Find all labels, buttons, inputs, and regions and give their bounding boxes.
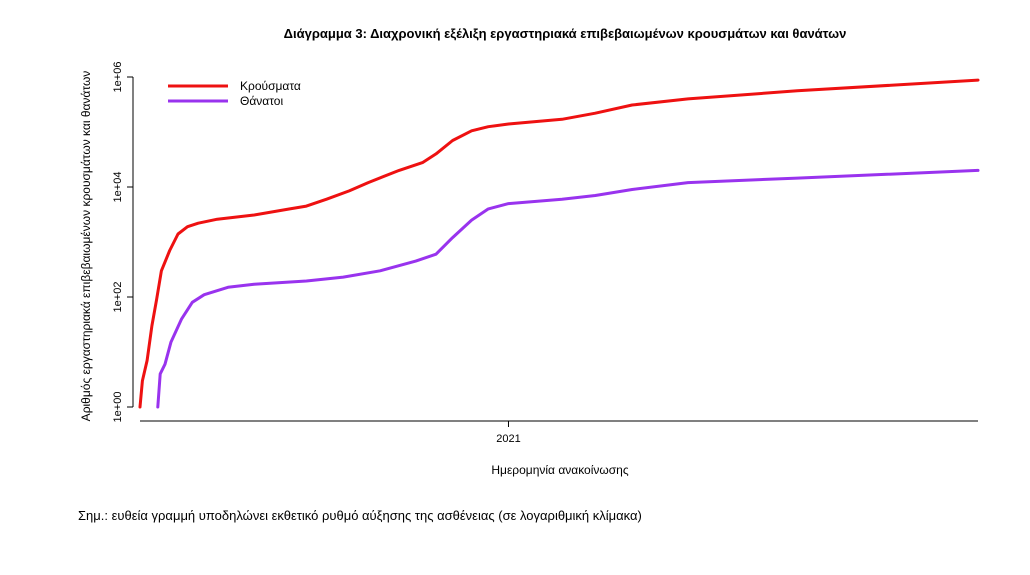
x-axis: 2021	[140, 420, 978, 445]
chart-title: Διάγραμμα 3: Διαχρονική εξέλιξη εργαστηρ…	[284, 26, 847, 41]
y-tick-label: 1e+04	[112, 172, 124, 203]
footnote: Σημ.: ευθεία γραμμή υποδηλώνει εκθετικό …	[78, 508, 642, 523]
series-line-0	[138, 78, 980, 409]
x-tick-label: 2021	[496, 433, 520, 445]
x-axis-label: Ημερομηνία ανακοίνωσης	[491, 463, 628, 477]
series-layer	[138, 78, 980, 409]
y-axis-label: Αριθμός εργαστηριακά επιβεβαιωμένων κρου…	[79, 71, 93, 422]
legend-label-0: Κρούσματα	[240, 79, 301, 93]
y-tick-label: 1e+02	[112, 282, 124, 313]
y-tick-label: 1e+00	[112, 392, 124, 423]
y-axis: 1e+00 1e+02 1e+04 1e+06	[112, 62, 134, 423]
y-tick-label: 1e+06	[112, 62, 124, 93]
series-line-1	[156, 168, 980, 409]
legend-label-1: Θάνατοι	[240, 94, 283, 108]
